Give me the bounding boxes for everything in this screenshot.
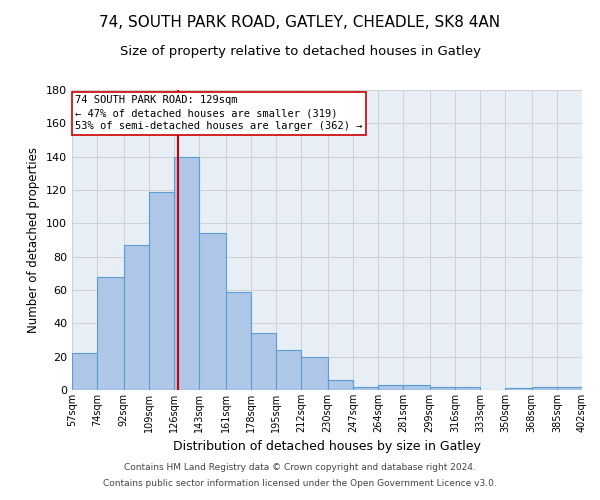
Bar xyxy=(353,386,378,390)
Bar xyxy=(557,386,582,390)
Bar xyxy=(199,234,226,390)
X-axis label: Distribution of detached houses by size in Gatley: Distribution of detached houses by size … xyxy=(173,440,481,454)
Bar xyxy=(328,380,353,390)
Bar xyxy=(72,354,97,390)
Bar xyxy=(97,276,124,390)
Bar xyxy=(149,192,174,390)
Text: 74 SOUTH PARK ROAD: 129sqm
← 47% of detached houses are smaller (319)
53% of sem: 74 SOUTH PARK ROAD: 129sqm ← 47% of deta… xyxy=(75,95,362,132)
Bar xyxy=(226,292,251,390)
Bar xyxy=(124,245,149,390)
Bar xyxy=(505,388,532,390)
Text: 74, SOUTH PARK ROAD, GATLEY, CHEADLE, SK8 4AN: 74, SOUTH PARK ROAD, GATLEY, CHEADLE, SK… xyxy=(100,15,500,30)
Bar xyxy=(174,156,199,390)
Y-axis label: Number of detached properties: Number of detached properties xyxy=(28,147,40,333)
Bar xyxy=(430,386,455,390)
Bar xyxy=(455,386,480,390)
Bar xyxy=(251,334,276,390)
Bar xyxy=(532,386,557,390)
Text: Contains HM Land Registry data © Crown copyright and database right 2024.: Contains HM Land Registry data © Crown c… xyxy=(124,464,476,472)
Bar xyxy=(378,385,403,390)
Bar xyxy=(403,385,430,390)
Bar xyxy=(276,350,301,390)
Bar xyxy=(301,356,328,390)
Text: Contains public sector information licensed under the Open Government Licence v3: Contains public sector information licen… xyxy=(103,478,497,488)
Text: Size of property relative to detached houses in Gatley: Size of property relative to detached ho… xyxy=(119,45,481,58)
